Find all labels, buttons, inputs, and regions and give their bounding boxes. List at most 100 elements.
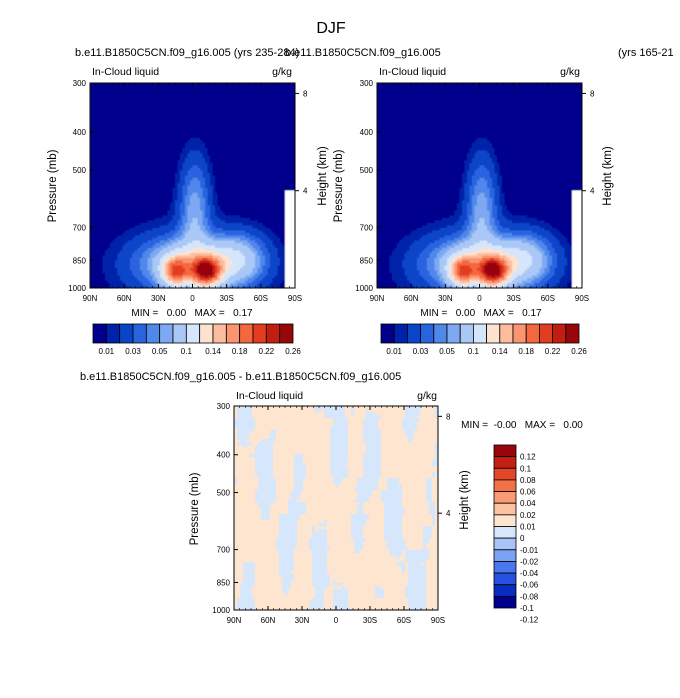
contour-cell — [285, 85, 289, 89]
contour-cell — [277, 223, 281, 227]
contour-cell — [190, 165, 194, 169]
contour-cell — [235, 148, 239, 152]
contour-cell — [237, 100, 241, 104]
contour-cell — [245, 205, 249, 209]
contour-cell — [257, 170, 261, 174]
contour-cell — [152, 175, 156, 179]
contour-cell — [130, 145, 134, 149]
contour-cell — [125, 83, 129, 87]
contour-cell — [272, 155, 276, 159]
contour-cell — [180, 95, 184, 99]
contour-cell — [182, 133, 186, 137]
contour-cell — [207, 110, 211, 114]
contour-cell — [125, 233, 129, 237]
contour-cell — [117, 155, 121, 159]
contour-cell — [230, 103, 234, 107]
contour-cell — [135, 173, 139, 177]
contour-cell — [265, 105, 269, 109]
contour-cell — [257, 193, 261, 197]
contour-cell — [187, 135, 191, 139]
contour-cell — [102, 220, 106, 224]
contour-cell — [102, 155, 106, 159]
contour-cell — [92, 155, 96, 159]
contour-cell — [225, 145, 229, 149]
contour-cell — [167, 188, 171, 192]
contour-cell — [167, 108, 171, 112]
contour-cell — [112, 168, 116, 172]
contour-cell — [197, 143, 201, 147]
contour-cell — [157, 145, 161, 149]
contour-cell — [115, 205, 119, 209]
contour-cell — [107, 168, 111, 172]
contour-cell — [175, 233, 179, 237]
contour-cell — [100, 115, 104, 119]
contour-cell — [272, 148, 276, 152]
contour-cell — [140, 175, 144, 179]
contour-cell — [125, 115, 129, 119]
contour-cell — [97, 178, 101, 182]
contour-cell — [170, 98, 174, 102]
contour-cell — [272, 118, 276, 122]
contour-cell — [282, 98, 286, 102]
contour-cell — [155, 215, 159, 219]
contour-cell — [212, 148, 216, 152]
contour-cell — [215, 173, 219, 177]
contour-cell — [122, 113, 126, 117]
contour-cell — [170, 185, 174, 189]
contour-cell — [290, 163, 294, 167]
contour-cell — [272, 188, 276, 192]
contour-cell — [112, 208, 116, 212]
contour-cell — [240, 128, 244, 132]
contour-cell — [285, 98, 289, 102]
contour-cell — [180, 205, 184, 209]
contour-cell — [270, 145, 274, 149]
contour-cell — [132, 135, 136, 139]
contour-cell — [227, 155, 231, 159]
contour-cell — [117, 83, 121, 87]
contour-cell — [155, 93, 159, 97]
contour-cell — [217, 205, 221, 209]
contour-cell — [205, 88, 209, 92]
contour-cell — [182, 103, 186, 107]
contour-cell — [90, 150, 94, 154]
contour-cell — [285, 198, 289, 202]
contour-cell — [220, 150, 224, 154]
contour-cell — [182, 185, 186, 189]
contour-cell — [127, 103, 131, 107]
contour-cell — [170, 178, 174, 182]
contour-cell — [167, 163, 171, 167]
contour-cell — [205, 213, 209, 217]
contour-cell — [180, 213, 184, 217]
contour-cell — [110, 198, 114, 202]
contour-cell — [165, 83, 169, 87]
contour-cell — [270, 230, 274, 234]
contour-cell — [237, 145, 241, 149]
contour-cell — [245, 85, 249, 89]
contour-cell — [180, 203, 184, 207]
contour-cell — [275, 173, 279, 177]
contour-cell — [290, 120, 294, 124]
contour-cell — [267, 213, 271, 217]
contour-cell — [290, 135, 294, 139]
contour-cell — [220, 113, 224, 117]
contour-cell — [120, 140, 124, 144]
contour-cell — [160, 125, 164, 129]
contour-cell — [180, 138, 184, 142]
contour-cell — [277, 175, 281, 179]
contour-cell — [147, 190, 151, 194]
contour-cell — [172, 193, 176, 197]
contour-cell — [287, 160, 291, 164]
contour-cell — [200, 173, 204, 177]
contour-cell — [217, 220, 221, 224]
contour-cell — [187, 123, 191, 127]
contour-cell — [262, 205, 266, 209]
contour-cell — [277, 173, 281, 177]
contour-cell — [232, 178, 236, 182]
contour-cell — [252, 193, 256, 197]
contour-cell — [252, 210, 256, 214]
contour-cell — [180, 113, 184, 117]
contour-cell — [105, 190, 109, 194]
contour-cell — [232, 208, 236, 212]
contour-cell — [282, 228, 286, 232]
contour-cell — [200, 183, 204, 187]
